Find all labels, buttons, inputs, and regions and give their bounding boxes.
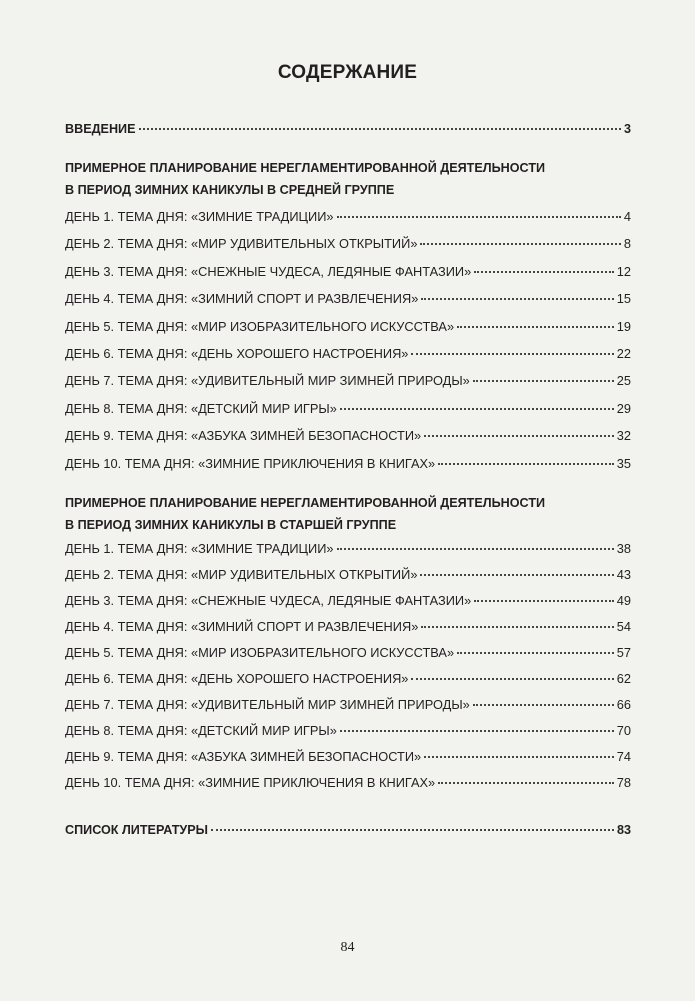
section-heading-line: ПРИМЕРНОЕ ПЛАНИРОВАНИЕ НЕРЕГЛАМЕНТИРОВАН… xyxy=(65,161,546,175)
toc-entry-page: 57 xyxy=(616,645,631,660)
dot-leader xyxy=(438,462,614,465)
toc-entry-label: СПИСОК ЛИТЕРАТУРЫ xyxy=(65,823,208,837)
toc-entry-label: ДЕНЬ 1. ТЕМА ДНЯ: «ЗИМНИЕ ТРАДИЦИИ» xyxy=(65,209,334,224)
toc-entry-page: 43 xyxy=(616,567,631,582)
toc-entry-page: 62 xyxy=(616,671,631,686)
toc-entry-label: ДЕНЬ 10. ТЕМА ДНЯ: «ЗИМНИЕ ПРИКЛЮЧЕНИЯ В… xyxy=(65,775,436,790)
toc-entry-page: 4 xyxy=(623,209,631,224)
dot-leader xyxy=(336,548,614,550)
page-title: СОДЕРЖАНИЕ xyxy=(277,62,418,83)
toc-entry-label: ДЕНЬ 8. ТЕМА ДНЯ: «ДЕТСКИЙ МИР ИГРЫ» xyxy=(65,723,337,738)
toc-entry-label: ДЕНЬ 4. ТЕМА ДНЯ: «ЗИМНИЙ СПОРТ И РАЗВЛЕ… xyxy=(65,619,419,634)
dot-leader xyxy=(472,380,614,383)
toc-entry-page: 32 xyxy=(616,428,631,444)
toc-entry-page: 54 xyxy=(616,619,631,634)
toc-entry[interactable]: ДЕНЬ 5. ТЕМА ДНЯ: «МИР ИЗОБРАЗИТЕЛЬНОГО … xyxy=(65,319,631,337)
section-heading: ПРИМЕРНОЕ ПЛАНИРОВАНИЕ НЕРЕГЛАМЕНТИРОВАН… xyxy=(65,157,545,201)
section-heading-line: В ПЕРИОД ЗИМНИХ КАНИКУЛЫ В СРЕДНЕЙ ГРУПП… xyxy=(65,183,395,197)
toc-entry-page: 3 xyxy=(623,122,631,136)
dot-leader xyxy=(472,704,614,706)
toc-entry[interactable]: ДЕНЬ 8. ТЕМА ДНЯ: «ДЕТСКИЙ МИР ИГРЫ» 70 xyxy=(65,723,631,741)
toc-entry-page: 83 xyxy=(616,823,631,837)
dot-leader xyxy=(474,600,614,602)
toc-entry-label: ДЕНЬ 2. ТЕМА ДНЯ: «МИР УДИВИТЕЛЬНЫХ ОТКР… xyxy=(65,236,418,252)
toc-entry-page: 78 xyxy=(616,775,631,790)
toc-entry[interactable]: ДЕНЬ 1. ТЕМА ДНЯ: «ЗИМНИЕ ТРАДИЦИИ» 38 xyxy=(65,541,631,559)
toc-entry-references[interactable]: СПИСОК ЛИТЕРАТУРЫ 83 xyxy=(65,823,631,841)
toc-entry-label: ДЕНЬ 5. ТЕМА ДНЯ: «МИР ИЗОБРАЗИТЕЛЬНОГО … xyxy=(65,645,455,660)
section-heading-line: ПРИМЕРНОЕ ПЛАНИРОВАНИЕ НЕРЕГЛАМЕНТИРОВАН… xyxy=(65,496,546,510)
dot-leader xyxy=(336,216,621,218)
toc-entry-label: ДЕНЬ 7. ТЕМА ДНЯ: «УДИВИТЕЛЬНЫЙ МИР ЗИМН… xyxy=(65,697,470,712)
dot-leader xyxy=(438,782,614,784)
toc-entry[interactable]: ДЕНЬ 3. ТЕМА ДНЯ: «СНЕЖНЫЕ ЧУДЕСА, ЛЕДЯН… xyxy=(65,593,631,611)
toc-entry-page: 74 xyxy=(616,749,631,764)
toc-entry[interactable]: ДЕНЬ 6. ТЕМА ДНЯ: «ДЕНЬ ХОРОШЕГО НАСТРОЕ… xyxy=(65,346,631,364)
toc-entry[interactable]: ДЕНЬ 2. ТЕМА ДНЯ: «МИР УДИВИТЕЛЬНЫХ ОТКР… xyxy=(65,567,631,585)
section-heading: ПРИМЕРНОЕ ПЛАНИРОВАНИЕ НЕРЕГЛАМЕНТИРОВАН… xyxy=(65,492,545,536)
dot-leader xyxy=(339,407,614,410)
toc-entry-page: 15 xyxy=(616,291,631,307)
toc-entry-introduction[interactable]: ВВЕДЕНИЕ 3 xyxy=(65,122,631,140)
toc-entry[interactable]: ДЕНЬ 9. ТЕМА ДНЯ: «АЗБУКА ЗИМНЕЙ БЕЗОПАС… xyxy=(65,749,631,767)
toc-entry-label: ДЕНЬ 3. ТЕМА ДНЯ: «СНЕЖНЫЕ ЧУДЕСА, ЛЕДЯН… xyxy=(65,593,472,608)
toc-entry-page: 8 xyxy=(623,236,631,252)
toc-entry-page: 25 xyxy=(616,373,631,389)
toc-entry-page: 22 xyxy=(616,346,631,361)
section-heading-line: В ПЕРИОД ЗИМНИХ КАНИКУЛЫ В СТАРШЕЙ ГРУПП… xyxy=(65,518,397,532)
dot-leader xyxy=(424,756,614,758)
toc-entry-page: 19 xyxy=(616,318,631,334)
dot-leader xyxy=(411,678,614,680)
dot-leader xyxy=(474,270,614,273)
toc-entry-page: 49 xyxy=(616,593,631,608)
toc-entry-page: 12 xyxy=(616,263,631,279)
toc-entry-page: 70 xyxy=(616,723,631,738)
toc-entry[interactable]: ДЕНЬ 7. ТЕМА ДНЯ: «УДИВИТЕЛЬНЫЙ МИР ЗИМН… xyxy=(65,697,631,715)
toc-entry[interactable]: ДЕНЬ 4. ТЕМА ДНЯ: «ЗИМНИЙ СПОРТ И РАЗВЛЕ… xyxy=(65,291,631,309)
toc-entry-label: ДЕНЬ 9. ТЕМА ДНЯ: «АЗБУКА ЗИМНЕЙ БЕЗОПАС… xyxy=(65,749,422,764)
toc-entry-label: ДЕНЬ 2. ТЕМА ДНЯ: «МИР УДИВИТЕЛЬНЫХ ОТКР… xyxy=(65,567,418,582)
toc-entry-label: ДЕНЬ 3. ТЕМА ДНЯ: «СНЕЖНЫЕ ЧУДЕСА, ЛЕДЯН… xyxy=(65,263,472,279)
dot-leader xyxy=(421,298,614,301)
dot-leader xyxy=(420,243,621,246)
toc-entry[interactable]: ДЕНЬ 10. ТЕМА ДНЯ: «ЗИМНИЕ ПРИКЛЮЧЕНИЯ В… xyxy=(65,456,631,474)
dot-leader xyxy=(411,353,614,355)
toc-entry-page: 38 xyxy=(616,541,631,556)
toc-entry-label: ДЕНЬ 8. ТЕМА ДНЯ: «ДЕТСКИЙ МИР ИГРЫ» xyxy=(65,400,337,416)
toc-entry-label: ДЕНЬ 7. ТЕМА ДНЯ: «УДИВИТЕЛЬНЫЙ МИР ЗИМН… xyxy=(65,373,470,389)
dot-leader xyxy=(339,730,614,732)
toc-entry[interactable]: ДЕНЬ 5. ТЕМА ДНЯ: «МИР ИЗОБРАЗИТЕЛЬНОГО … xyxy=(65,645,631,663)
dot-leader xyxy=(457,652,614,654)
toc-entry-label: ДЕНЬ 4. ТЕМА ДНЯ: «ЗИМНИЙ СПОРТ И РАЗВЛЕ… xyxy=(65,291,419,307)
dot-leader xyxy=(420,574,614,576)
dot-leader xyxy=(210,829,614,831)
toc-entry-label: ДЕНЬ 9. ТЕМА ДНЯ: «АЗБУКА ЗИМНЕЙ БЕЗОПАС… xyxy=(65,428,422,444)
toc-entry[interactable]: ДЕНЬ 9. ТЕМА ДНЯ: «АЗБУКА ЗИМНЕЙ БЕЗОПАС… xyxy=(65,428,631,446)
toc-entry[interactable]: ДЕНЬ 8. ТЕМА ДНЯ: «ДЕТСКИЙ МИР ИГРЫ» 29 xyxy=(65,401,631,419)
toc-entry[interactable]: ДЕНЬ 2. ТЕМА ДНЯ: «МИР УДИВИТЕЛЬНЫХ ОТКР… xyxy=(65,236,631,254)
toc-entry-page: 66 xyxy=(616,697,631,712)
toc-entry[interactable]: ДЕНЬ 1. ТЕМА ДНЯ: «ЗИМНИЕ ТРАДИЦИИ» 4 xyxy=(65,209,631,227)
toc-entry-label: ДЕНЬ 6. ТЕМА ДНЯ: «ДЕНЬ ХОРОШЕГО НАСТРОЕ… xyxy=(65,671,409,686)
toc-entry[interactable]: ДЕНЬ 4. ТЕМА ДНЯ: «ЗИМНИЙ СПОРТ И РАЗВЛЕ… xyxy=(65,619,631,637)
toc-entry-label: ВВЕДЕНИЕ xyxy=(65,122,136,136)
dot-leader xyxy=(457,325,614,328)
toc-entry[interactable]: ДЕНЬ 10. ТЕМА ДНЯ: «ЗИМНИЕ ПРИКЛЮЧЕНИЯ В… xyxy=(65,775,631,793)
toc-entry-page: 35 xyxy=(616,455,631,471)
page-number: 84 xyxy=(340,940,355,955)
dot-leader xyxy=(421,626,614,628)
toc-entry-page: 29 xyxy=(616,400,631,416)
toc-entry[interactable]: ДЕНЬ 7. ТЕМА ДНЯ: «УДИВИТЕЛЬНЫЙ МИР ЗИМН… xyxy=(65,373,631,391)
toc-entry-label: ДЕНЬ 6. ТЕМА ДНЯ: «ДЕНЬ ХОРОШЕГО НАСТРОЕ… xyxy=(65,346,409,361)
toc-entry[interactable]: ДЕНЬ 3. ТЕМА ДНЯ: «СНЕЖНЫЕ ЧУДЕСА, ЛЕДЯН… xyxy=(65,264,631,282)
toc-entry-label: ДЕНЬ 10. ТЕМА ДНЯ: «ЗИМНИЕ ПРИКЛЮЧЕНИЯ В… xyxy=(65,455,436,471)
toc-entry-label: ДЕНЬ 5. ТЕМА ДНЯ: «МИР ИЗОБРАЗИТЕЛЬНОГО … xyxy=(65,318,455,334)
dot-leader xyxy=(424,435,614,438)
toc-entry-label: ДЕНЬ 1. ТЕМА ДНЯ: «ЗИМНИЕ ТРАДИЦИИ» xyxy=(65,541,334,556)
dot-leader xyxy=(138,128,621,130)
toc-entry[interactable]: ДЕНЬ 6. ТЕМА ДНЯ: «ДЕНЬ ХОРОШЕГО НАСТРОЕ… xyxy=(65,671,631,689)
